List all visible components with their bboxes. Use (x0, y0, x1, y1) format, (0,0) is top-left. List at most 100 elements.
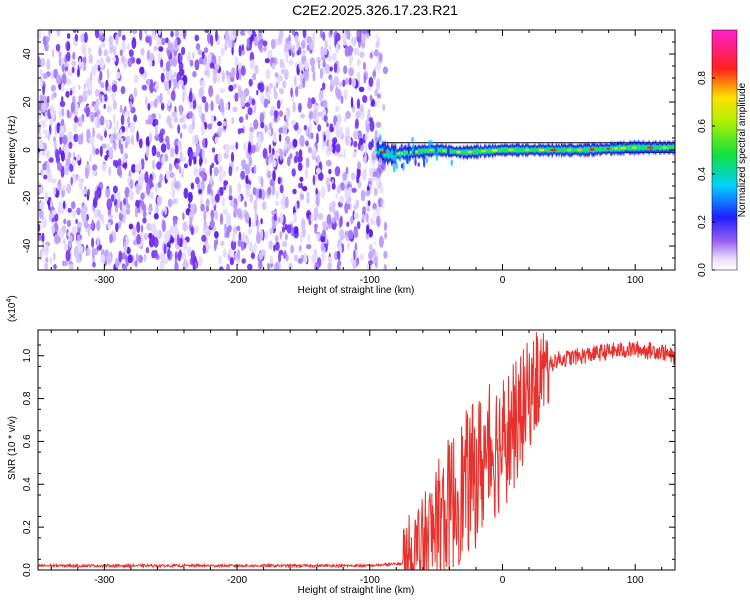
noise-speck (161, 156, 166, 165)
noise-speck (44, 262, 49, 270)
noise-speck (369, 120, 375, 132)
noise-speck (318, 90, 324, 103)
noise-speck (375, 81, 381, 92)
noise-speck (335, 128, 341, 138)
noise-speck (168, 163, 173, 172)
noise-speck (205, 198, 210, 206)
signal-scatter-speck (430, 140, 433, 146)
noise-speck (271, 159, 277, 168)
noise-speck (209, 62, 215, 69)
noise-speck (247, 228, 253, 235)
noise-speck (221, 70, 225, 83)
noise-speck (279, 58, 284, 69)
noise-speck (345, 77, 349, 85)
noise-speck (228, 248, 232, 256)
x-tick-label: -300 (94, 575, 114, 586)
noise-speck (245, 113, 249, 121)
chart-title: C2E2.2025.326.17.23.R21 (292, 2, 458, 18)
noise-speck (42, 162, 47, 171)
noise-speck (268, 123, 272, 131)
noise-speck (149, 100, 154, 108)
noise-speck (192, 113, 195, 124)
noise-speck (268, 128, 272, 138)
noise-speck (99, 70, 103, 81)
noise-speck (331, 52, 337, 62)
noise-speck (178, 165, 182, 175)
noise-speck (143, 253, 147, 262)
signal-band-column (628, 140, 630, 156)
noise-speck (264, 124, 268, 133)
noise-speck (124, 141, 128, 149)
noise-speck (338, 81, 343, 88)
noise-speck (290, 120, 296, 126)
noise-speck (331, 183, 336, 190)
signal-scatter-speck (422, 152, 425, 163)
noise-speck (119, 128, 123, 137)
noise-speck (381, 198, 385, 210)
noise-speck (217, 165, 224, 175)
noise-speck (171, 111, 177, 118)
noise-speck (165, 61, 171, 72)
noise-speck (228, 84, 234, 92)
colorbar-tick-label: 0.2 (697, 215, 708, 229)
noise-speck (245, 102, 251, 108)
noise-speck (76, 256, 80, 264)
signal-scatter-speck (417, 162, 420, 167)
noise-speck (260, 228, 264, 241)
noise-speck (190, 226, 194, 236)
noise-speck (210, 210, 214, 222)
signal-peak-spot (467, 150, 473, 154)
noise-speck (167, 248, 171, 259)
noise-speck (119, 104, 123, 114)
noise-speck (188, 202, 191, 210)
noise-speck (91, 237, 95, 248)
noise-speck (225, 143, 230, 155)
noise-speck (123, 241, 128, 253)
noise-speck (191, 92, 195, 102)
noise-speck (304, 167, 309, 180)
noise-speck (326, 121, 329, 128)
noise-speck (231, 45, 234, 56)
noise-speck (292, 138, 298, 148)
noise-speck (298, 102, 302, 113)
noise-speck (203, 210, 207, 223)
noise-speck (76, 153, 81, 161)
noise-speck (374, 129, 378, 142)
noise-speck (186, 246, 192, 257)
noise-speck (355, 110, 361, 118)
noise-speck (240, 93, 246, 104)
signal-scatter-speck (380, 150, 383, 159)
colorbar-label: Normalized spectral amplitude (737, 82, 748, 217)
noise-speck (91, 219, 94, 230)
noise-speck (132, 226, 137, 237)
noise-speck (107, 105, 112, 113)
noise-speck (113, 141, 117, 151)
noise-speck (323, 114, 328, 123)
noise-speck (321, 140, 324, 151)
noise-speck (274, 200, 279, 206)
noise-speck (374, 256, 379, 263)
noise-speck (248, 78, 253, 87)
noise-speck (292, 44, 296, 54)
noise-speck (334, 210, 340, 221)
noise-speck (320, 242, 325, 252)
noise-speck (145, 78, 152, 86)
signal-core-green (531, 149, 536, 152)
noise-speck (201, 173, 207, 181)
noise-speck (38, 223, 41, 232)
noise-speck (210, 100, 214, 112)
noise-speck (297, 258, 303, 264)
noise-speck (85, 214, 89, 221)
noise-speck (50, 117, 54, 126)
noise-speck (195, 43, 201, 51)
noise-speck (290, 244, 295, 254)
noise-speck (352, 210, 355, 221)
noise-speck (38, 183, 44, 195)
noise-speck (272, 169, 276, 182)
signal-peak-spot (589, 148, 595, 151)
noise-speck (43, 174, 48, 180)
noise-speck (348, 56, 352, 67)
noise-speck (139, 66, 145, 75)
noise-speck (115, 257, 120, 269)
